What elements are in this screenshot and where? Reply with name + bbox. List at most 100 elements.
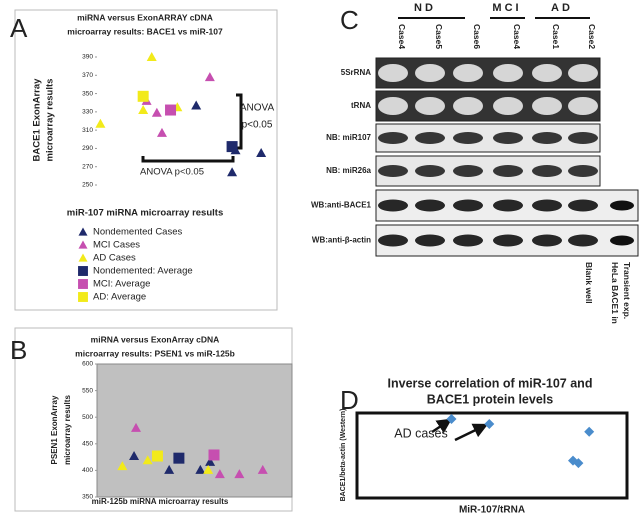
marker xyxy=(205,456,216,466)
marker xyxy=(573,458,584,469)
legend-label: MCI Cases xyxy=(93,240,140,251)
band xyxy=(378,64,408,82)
marker xyxy=(234,469,245,479)
band xyxy=(532,234,562,247)
marker xyxy=(195,464,206,474)
row-label: WB:anti-BACE1 xyxy=(311,201,372,210)
marker xyxy=(173,452,185,464)
lane-label: Case4 xyxy=(512,24,522,49)
band xyxy=(378,165,408,177)
legend-label: MCI: Average xyxy=(93,279,150,290)
band xyxy=(415,132,445,144)
y-tick-label: 500 xyxy=(82,414,93,421)
marker xyxy=(165,104,177,116)
band xyxy=(453,199,483,212)
x-axis-title: miR-125b miRNA microarray results xyxy=(92,497,229,506)
legend-marker xyxy=(78,292,88,302)
band xyxy=(568,234,598,247)
band xyxy=(568,64,598,82)
lane-label: Case2 xyxy=(587,24,597,49)
lane-label: Case4 xyxy=(397,24,407,49)
y-tick-label: 400 xyxy=(82,467,93,474)
annotation: p<0.05 xyxy=(242,120,273,131)
band xyxy=(568,165,598,177)
legend-label: AD Cases xyxy=(93,253,136,264)
y-tick-label: 250 xyxy=(82,182,93,189)
lane-label: HeLa BACE1 in xyxy=(610,262,620,324)
chart-title: miRNA versus ExonArray cDNA xyxy=(91,334,220,344)
band xyxy=(453,64,483,82)
band xyxy=(532,165,562,177)
marker xyxy=(131,422,141,432)
legend-marker xyxy=(78,253,88,262)
marker xyxy=(446,413,457,424)
blot-strip xyxy=(375,123,601,153)
legend-marker xyxy=(78,279,88,289)
band xyxy=(532,132,562,144)
bracket xyxy=(236,93,243,150)
chart-title: microarray results: BACE1 vs miR-107 xyxy=(67,26,223,36)
marker xyxy=(484,419,495,430)
plot-area xyxy=(96,363,293,498)
band xyxy=(415,97,445,115)
y-axis-title: BACE1/beta-actin (Western) xyxy=(340,409,347,502)
marker xyxy=(151,450,163,462)
marker xyxy=(256,148,267,157)
row-label: 5SrRNA xyxy=(341,68,371,77)
marker xyxy=(95,118,106,128)
legend-marker xyxy=(78,266,88,276)
panel-letter: A xyxy=(10,13,28,43)
band xyxy=(532,64,562,82)
y-tick-label: 370 xyxy=(82,72,93,79)
marker xyxy=(203,464,214,474)
legend-label: Nondemented: Average xyxy=(93,266,193,277)
y-tick-label: 270 xyxy=(82,163,93,170)
group-label: AD xyxy=(551,2,573,14)
band xyxy=(610,200,634,211)
y-axis-title: PSEN1 ExonArray xyxy=(50,395,59,464)
annotation: ANOVA p<0.05 xyxy=(140,167,204,178)
band xyxy=(453,234,483,247)
y-axis-title: microarray results xyxy=(45,79,56,162)
marker xyxy=(191,100,202,110)
marker xyxy=(138,105,149,115)
blot-strip xyxy=(375,90,601,122)
y-tick-label: 350 xyxy=(82,494,93,501)
x-axis-title: MiR-107/tRNA xyxy=(459,505,525,516)
band xyxy=(532,199,562,212)
y-tick-label: 330 xyxy=(82,109,93,116)
marker xyxy=(117,461,128,471)
marker xyxy=(156,127,167,137)
band xyxy=(415,165,445,177)
blot-strip xyxy=(375,57,601,89)
chart-title: Inverse correlation of miR-107 and xyxy=(388,376,593,390)
band xyxy=(610,235,634,246)
marker xyxy=(204,72,215,82)
marker xyxy=(142,455,153,465)
chart-title: BACE1 protein levels xyxy=(427,392,553,406)
row-label: tRNA xyxy=(351,101,371,110)
panel-d-frame xyxy=(355,411,629,500)
marker xyxy=(208,449,220,461)
band xyxy=(453,165,483,177)
y-tick-label: 450 xyxy=(82,441,93,448)
marker xyxy=(151,107,162,117)
marker xyxy=(164,464,175,474)
blot-strip xyxy=(375,155,601,187)
legend-label: Nondemented Cases xyxy=(93,227,182,238)
y-tick-label: 550 xyxy=(82,387,93,394)
band xyxy=(378,234,408,247)
panel-a-frame xyxy=(14,9,278,311)
band xyxy=(415,234,445,247)
marker xyxy=(584,426,595,437)
y-tick-label: 350 xyxy=(82,90,93,97)
band xyxy=(493,234,523,247)
annotation: AD cases xyxy=(394,426,448,440)
panel-letter: B xyxy=(10,335,27,365)
row-label: WB:anti-β-actin xyxy=(312,236,371,245)
legend-marker xyxy=(78,240,88,249)
y-tick-label: 290 xyxy=(82,145,93,152)
marker xyxy=(226,141,238,153)
row-label: NB: miR107 xyxy=(326,133,371,142)
band xyxy=(568,97,598,115)
